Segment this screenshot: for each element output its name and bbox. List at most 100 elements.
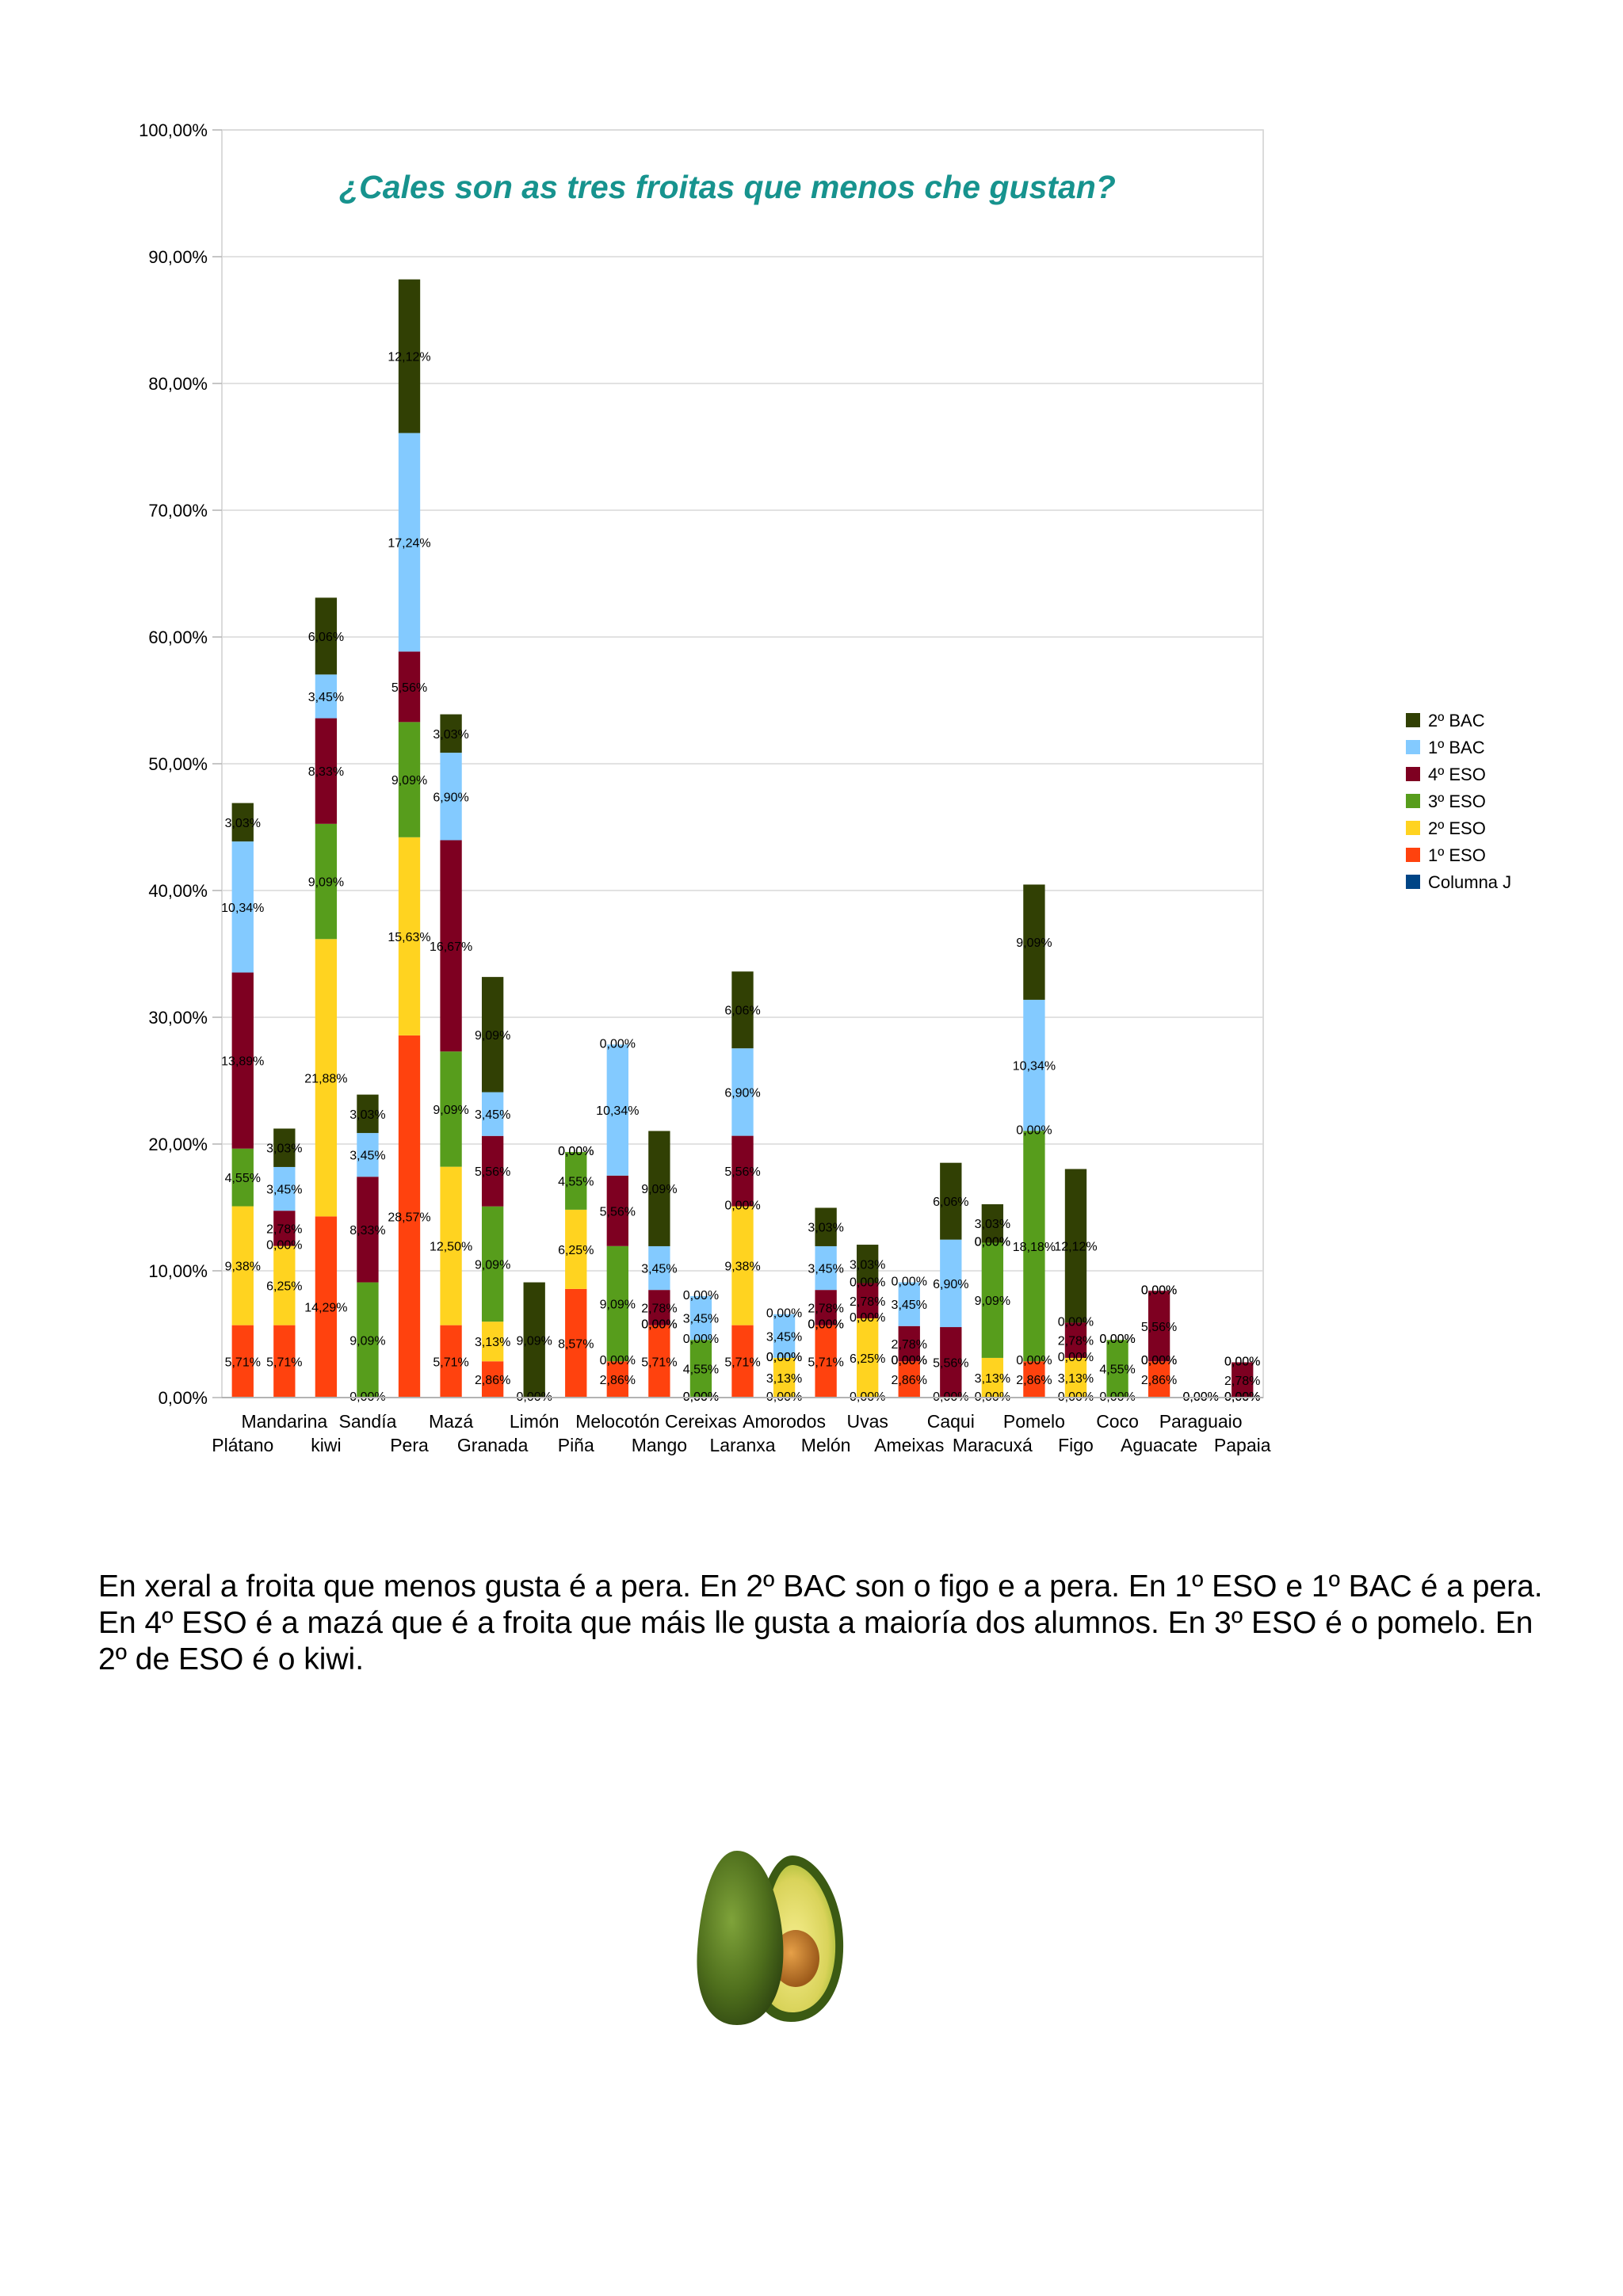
x-tick-label: Uvas bbox=[846, 1411, 888, 1432]
bar-segment bbox=[315, 718, 338, 824]
data-label: 5,71% bbox=[433, 1356, 468, 1369]
data-label: 3,45% bbox=[308, 691, 344, 704]
legend-entry: 3º ESO bbox=[1428, 791, 1486, 811]
data-label: 5,56% bbox=[391, 681, 427, 695]
data-label: 5,56% bbox=[1141, 1321, 1177, 1334]
bar-segment bbox=[857, 1245, 879, 1283]
data-label: 15,63% bbox=[388, 931, 430, 944]
bar-segment bbox=[606, 1361, 628, 1398]
bar-segment bbox=[731, 971, 754, 1049]
data-label: 2,86% bbox=[600, 1374, 636, 1387]
data-label: 5,56% bbox=[600, 1205, 636, 1219]
bar-segment bbox=[606, 1175, 628, 1246]
data-label: 0,00% bbox=[1058, 1315, 1094, 1329]
data-label: 9,09% bbox=[641, 1183, 677, 1196]
data-label: 9,09% bbox=[1016, 936, 1052, 950]
data-label: 18,18% bbox=[1013, 1241, 1056, 1254]
x-tick-label: Ameixas bbox=[874, 1435, 944, 1455]
bar-segment bbox=[731, 1048, 754, 1136]
data-label: 0,00% bbox=[975, 1235, 1010, 1249]
bar-segment bbox=[731, 1206, 754, 1325]
bar-segment bbox=[481, 1092, 504, 1136]
chart-title: ¿Cales son as tres froitas que menos che… bbox=[339, 169, 1116, 205]
legend-entry: 1º ESO bbox=[1428, 845, 1486, 865]
data-label: 6,25% bbox=[266, 1280, 302, 1294]
axes: 0,00% 10,00% 20,00% 30,00% 40,00% 50,00% 60,00… bbox=[139, 120, 1271, 1455]
legend-swatch bbox=[1406, 713, 1420, 727]
data-label: 3,45% bbox=[641, 1263, 677, 1276]
bar-segment bbox=[648, 1131, 670, 1246]
bar-segment bbox=[231, 803, 254, 842]
data-label: 4,55% bbox=[1099, 1363, 1135, 1377]
bar-segment bbox=[981, 1357, 1004, 1398]
x-tick-label: Caqui bbox=[927, 1411, 975, 1432]
x-tick-label: Cereixas bbox=[665, 1411, 737, 1432]
data-label: 0,00% bbox=[1141, 1354, 1177, 1367]
data-label: 6,25% bbox=[558, 1244, 594, 1257]
bar-segment bbox=[1232, 1362, 1254, 1398]
bar-segment bbox=[815, 1325, 837, 1398]
data-label: 0,00% bbox=[558, 1145, 594, 1158]
bar-segment bbox=[315, 1216, 338, 1398]
data-label: 0,00% bbox=[808, 1318, 843, 1332]
x-tick-label: Aguacate bbox=[1121, 1435, 1197, 1455]
x-tick-label: Pera bbox=[390, 1435, 429, 1455]
data-label: 5,71% bbox=[225, 1356, 261, 1369]
data-label: 0,00% bbox=[892, 1354, 927, 1367]
bar-segment bbox=[440, 840, 462, 1052]
stacked-bar-chart: 5,71% 9,38% 4,55% 13,89% 10,34% 3,03% 5,71% 6,2… bbox=[139, 120, 1511, 1455]
x-tick-label: Mandarina bbox=[241, 1411, 327, 1432]
data-label: 2,78% bbox=[892, 1338, 927, 1352]
bar-segment bbox=[357, 1133, 379, 1177]
data-label: 0,00% bbox=[892, 1354, 927, 1367]
data-label: 5,71% bbox=[808, 1356, 843, 1369]
bar-segment bbox=[815, 1245, 837, 1291]
data-label: 14,29% bbox=[304, 1302, 347, 1315]
bar-segment bbox=[940, 1162, 962, 1240]
bar-segment bbox=[606, 1044, 628, 1176]
bar-segment bbox=[1106, 1340, 1128, 1398]
x-tick-label: Mango bbox=[632, 1435, 687, 1455]
x-tick-label: Melón bbox=[801, 1435, 851, 1455]
data-label: 3,13% bbox=[766, 1372, 802, 1386]
data-label: 0,00% bbox=[975, 1235, 1010, 1249]
data-label: 0,00% bbox=[641, 1318, 677, 1332]
bar-segment bbox=[481, 977, 504, 1093]
data-label: 5,71% bbox=[266, 1356, 302, 1369]
data-label: 6,90% bbox=[433, 791, 468, 804]
bar-segment bbox=[273, 1245, 296, 1325]
x-tick-label: Coco bbox=[1096, 1411, 1139, 1432]
bar-segment bbox=[440, 753, 462, 841]
bar-segment bbox=[981, 1242, 1004, 1358]
data-label: 2,78% bbox=[808, 1302, 843, 1315]
data-label: 3,45% bbox=[808, 1263, 843, 1276]
data-label: 9,38% bbox=[724, 1261, 760, 1274]
data-label: 4,55% bbox=[558, 1175, 594, 1188]
data-label: 0,00% bbox=[683, 1289, 719, 1302]
data-label: 9,09% bbox=[391, 774, 427, 788]
data-label: 0,00% bbox=[1141, 1283, 1177, 1297]
x-tick-label: Sandía bbox=[339, 1411, 397, 1432]
data-label: 2,78% bbox=[1224, 1375, 1260, 1388]
data-label: 0,00% bbox=[558, 1145, 594, 1158]
y-tick-label: 40,00% bbox=[148, 881, 208, 901]
data-label: 3,03% bbox=[808, 1222, 843, 1235]
caption-text: En xeral a froita que menos gusta é a pe… bbox=[98, 1569, 1543, 1676]
data-label: 9,09% bbox=[517, 1334, 552, 1348]
y-tick-label: 10,00% bbox=[148, 1261, 208, 1281]
bar-segment bbox=[773, 1357, 796, 1398]
x-tick-label: Plátano bbox=[212, 1435, 273, 1455]
data-label: 3,03% bbox=[433, 728, 468, 742]
data-label: 2,86% bbox=[1016, 1374, 1052, 1387]
legend-swatch bbox=[1406, 740, 1420, 754]
bar-segment bbox=[273, 1166, 296, 1211]
x-tick-label: Mazá bbox=[429, 1411, 473, 1432]
data-label: 3,03% bbox=[266, 1142, 302, 1156]
bar-segment bbox=[231, 1206, 254, 1325]
data-label: 16,67% bbox=[430, 940, 472, 954]
data-label: 2,86% bbox=[892, 1374, 927, 1387]
bar-segment bbox=[231, 1325, 254, 1398]
bar-segment bbox=[440, 714, 462, 753]
data-label: 0,00% bbox=[850, 1311, 885, 1325]
bar-segment bbox=[1064, 1322, 1087, 1358]
